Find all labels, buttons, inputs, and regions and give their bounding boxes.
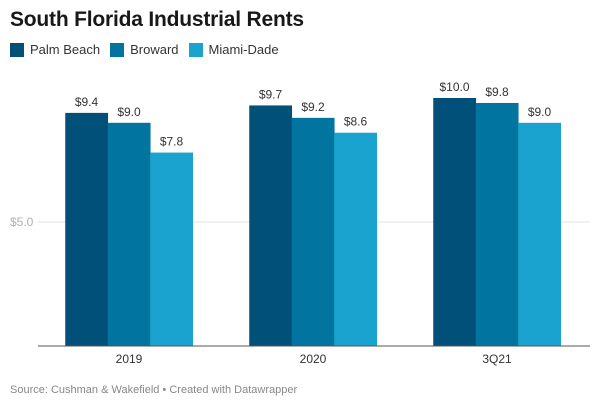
legend-swatch: [110, 42, 125, 57]
bar: [249, 105, 293, 346]
data-label: $9.7: [259, 87, 283, 101]
x-tick-label: 2019: [116, 352, 143, 366]
bar: [475, 102, 519, 347]
legend-item-broward: Broward: [110, 42, 179, 57]
data-label: $9.0: [117, 105, 141, 119]
legend: Palm Beach Broward Miami-Dade: [10, 42, 279, 57]
x-tick-label: 2020: [300, 352, 327, 366]
legend-label: Broward: [130, 42, 179, 57]
bar: [433, 98, 477, 346]
legend-swatch: [188, 42, 203, 57]
data-label: $8.6: [344, 115, 368, 129]
legend-swatch: [10, 42, 24, 57]
legend-item-miami-dade: Miami-Dade: [188, 42, 279, 57]
data-label: $9.4: [75, 95, 99, 109]
data-label: $9.2: [301, 100, 325, 114]
bar: [150, 152, 194, 346]
bar: [518, 122, 562, 346]
x-tick-label: 3Q21: [482, 352, 512, 366]
source-note: Source: Cushman & Wakefield • Created wi…: [10, 384, 298, 396]
bar: [107, 122, 151, 346]
y-tick-label: $5.0: [10, 215, 34, 229]
legend-label: Miami-Dade: [208, 42, 279, 57]
data-label: $9.8: [485, 85, 509, 99]
legend-item-palm-beach: Palm Beach: [10, 42, 100, 57]
data-label: $7.8: [160, 135, 184, 149]
bar: [291, 117, 335, 346]
chart-title: South Florida Industrial Rents: [10, 8, 304, 31]
bar: [334, 132, 378, 346]
data-label: $9.0: [528, 105, 552, 119]
legend-label: Palm Beach: [30, 42, 101, 57]
bar: [65, 112, 109, 346]
data-label: $10.0: [439, 80, 469, 94]
